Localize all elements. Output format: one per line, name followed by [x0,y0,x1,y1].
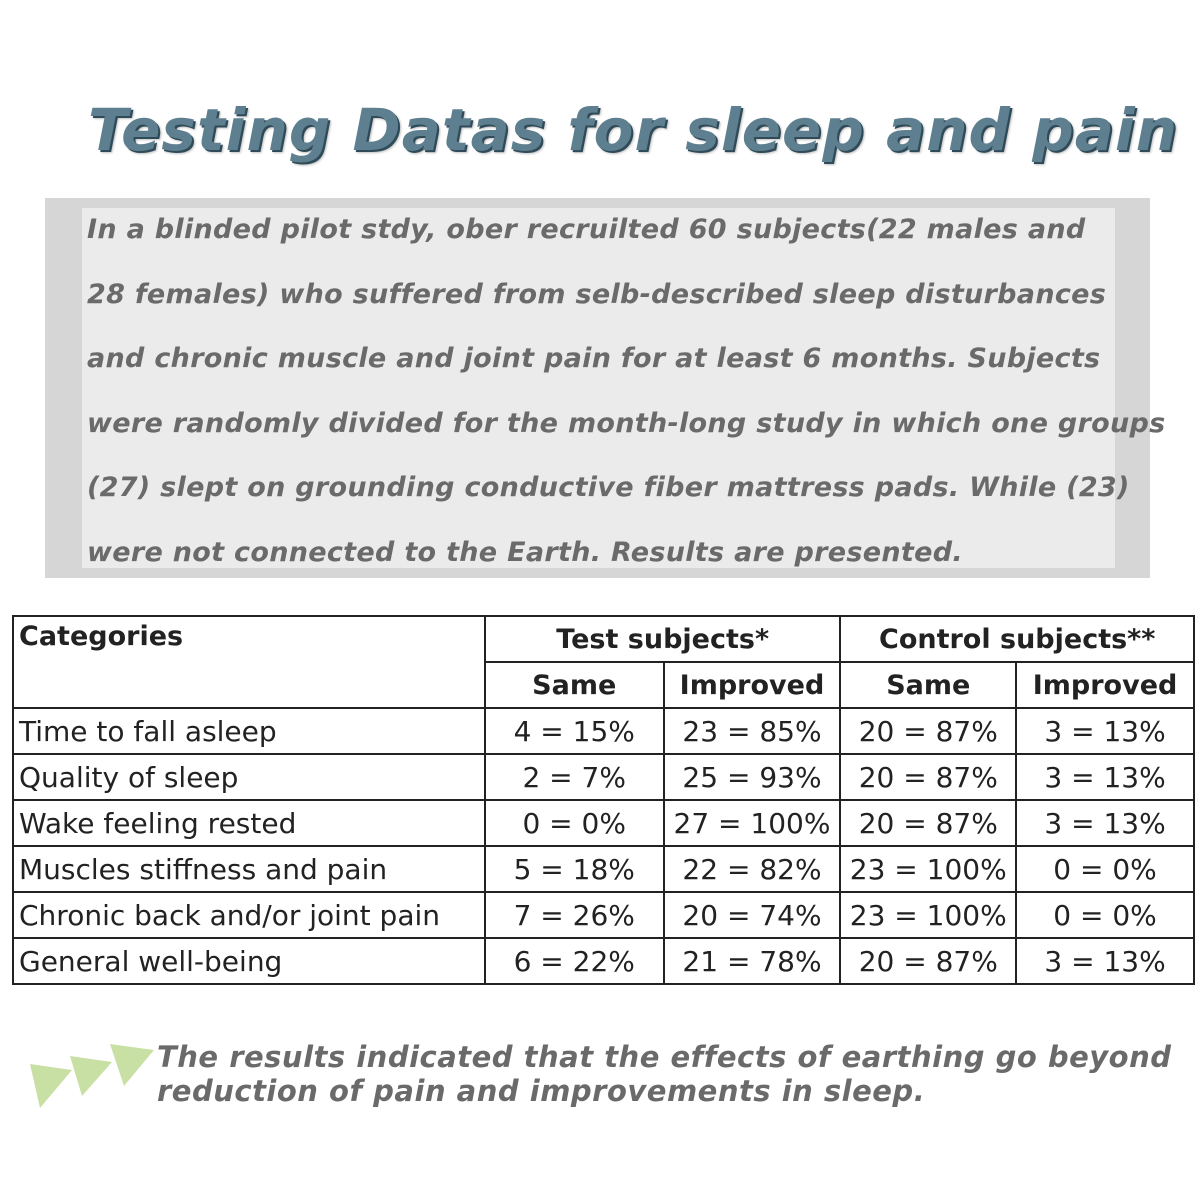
test-improved-cell: 23 = 85% [662,707,842,755]
category-cell: Muscles stiffness and pain [12,845,486,893]
results-table: Categories Test subjects* Control subjec… [12,615,1195,985]
intro-line: were randomly divided for the month-long… [87,407,1166,439]
table-row: Quality of sleep 2 = 7% 25 = 93% 20 = 87… [12,753,1195,801]
test-same-cell: 6 = 22% [483,937,665,985]
test-improved-cell: 20 = 74% [662,891,842,939]
control-improved-cell: 0 = 0% [1015,891,1195,939]
conclusion-line: reduction of pain and improvements in sl… [157,1074,926,1108]
control-improved-cell: 3 = 13% [1015,753,1195,801]
test-improved-header: Improved [662,661,842,709]
control-same-header: Same [839,661,1018,709]
control-improved-cell: 3 = 13% [1015,707,1195,755]
table-subheader-row: Same Improved Same Improved [13,661,1195,709]
arrow-triangle-icon [70,1056,112,1096]
intro-line: 28 females) who suffered from selb-descr… [87,278,1107,310]
test-improved-cell: 21 = 78% [662,937,842,985]
control-same-cell: 23 = 100% [839,891,1018,939]
control-same-cell: 20 = 87% [839,753,1018,801]
category-cell: Chronic back and/or joint pain [12,891,486,939]
test-improved-cell: 27 = 100% [662,799,842,847]
control-same-cell: 20 = 87% [839,799,1018,847]
control-improved-header: Improved [1015,661,1195,709]
arrow-triangle-icon [30,1064,72,1108]
test-same-header: Same [483,661,665,709]
intro-line: In a blinded pilot stdy, ober recruilted… [87,214,1086,245]
intro-line: were not connected to the Earth. Results… [87,536,963,568]
test-same-cell: 4 = 15% [483,707,665,755]
intro-line: and chronic muscle and joint pain for at… [87,343,1101,375]
test-subjects-header: Test subjects* [483,615,842,663]
table-row: Chronic back and/or joint pain 7 = 26% 2… [12,891,1195,939]
control-same-cell: 20 = 87% [839,707,1018,755]
table-header-row: Categories Test subjects* Control subjec… [12,615,1195,709]
test-same-cell: 5 = 18% [483,845,665,893]
test-same-cell: 0 = 0% [483,799,665,847]
control-same-cell: 23 = 100% [839,845,1018,893]
category-cell: Quality of sleep [12,753,486,801]
category-cell: Wake feeling rested [12,799,486,847]
table-row: Time to fall asleep 4 = 15% 23 = 85% 20 … [12,707,1195,755]
category-cell: Time to fall asleep [12,707,486,755]
intro-line: (27) slept on grounding conductive fiber… [87,472,1130,504]
arrow-triangles-icon [30,1044,154,1108]
intro-panel-inner [82,208,1115,568]
test-same-cell: 7 = 26% [483,891,665,939]
page-title: Testing Datas for sleep and pain [88,96,1179,164]
category-cell: General well-being [12,937,486,985]
control-improved-cell: 3 = 13% [1015,799,1195,847]
control-improved-cell: 0 = 0% [1015,845,1195,893]
conclusion-text: The results indicated that the effects o… [157,1040,1172,1108]
table-row: Muscles stiffness and pain 5 = 18% 22 = … [12,845,1195,893]
intro-panel: In a blinded pilot stdy, ober recruilted… [45,198,1165,578]
arrow-triangle-icon [110,1044,154,1086]
conclusion-line: The results indicated that the effects o… [157,1040,1172,1074]
test-improved-cell: 22 = 82% [662,845,842,893]
test-same-cell: 2 = 7% [483,753,665,801]
table-row: Wake feeling rested 0 = 0% 27 = 100% 20 … [12,799,1195,847]
control-subjects-header: Control subjects** [839,615,1195,663]
control-same-cell: 20 = 87% [839,937,1018,985]
control-improved-cell: 3 = 13% [1015,937,1195,985]
categories-header: Categories [12,615,486,709]
test-improved-cell: 25 = 93% [662,753,842,801]
table-row: General well-being 6 = 22% 21 = 78% 20 =… [12,937,1195,985]
intro-text: In a blinded pilot stdy, ober recruilted… [87,198,1166,586]
